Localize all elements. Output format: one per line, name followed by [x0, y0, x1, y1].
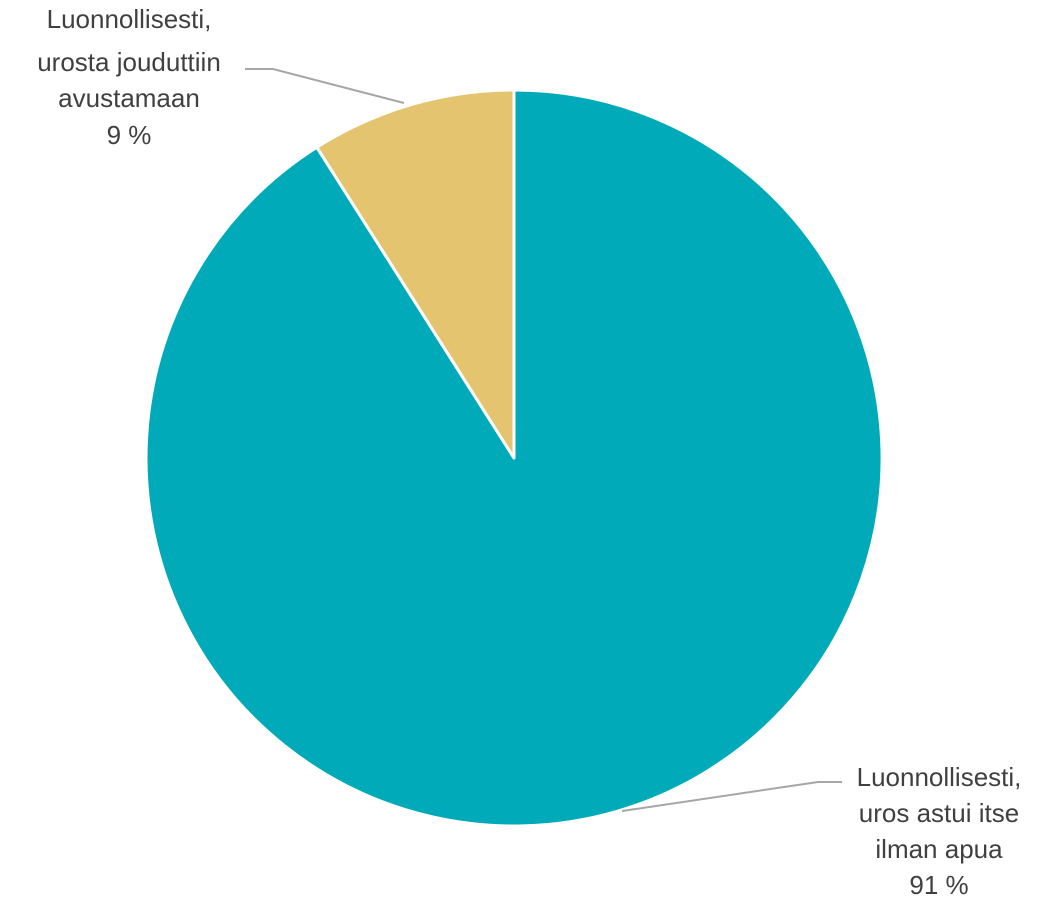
slice-label-line: urosta jouduttiin	[37, 47, 221, 77]
slice-value-label: 9 %	[107, 120, 152, 150]
leader-lines	[245, 68, 842, 812]
pie-slices	[144, 88, 884, 828]
leader-line-avustettiin	[245, 68, 405, 104]
data-label-astui-itse: Luonnollisesti, uros astui itse ilman ap…	[857, 762, 1022, 900]
slice-label-line: Luonnollisesti,	[857, 762, 1022, 792]
slice-value-label: 91 %	[909, 870, 968, 900]
data-label-avustettiin: Luonnollisesti, urosta jouduttiin avusta…	[37, 4, 221, 150]
slice-label-line: ilman apua	[875, 834, 1003, 864]
slice-label-line: uros astui itse	[859, 798, 1019, 828]
slice-label-line: Luonnollisesti,	[47, 4, 212, 34]
slice-label-line: avustamaan	[58, 83, 200, 113]
slice-urosta-avustettiin[interactable]	[315, 88, 516, 460]
leader-line-astui-itse	[621, 781, 842, 812]
